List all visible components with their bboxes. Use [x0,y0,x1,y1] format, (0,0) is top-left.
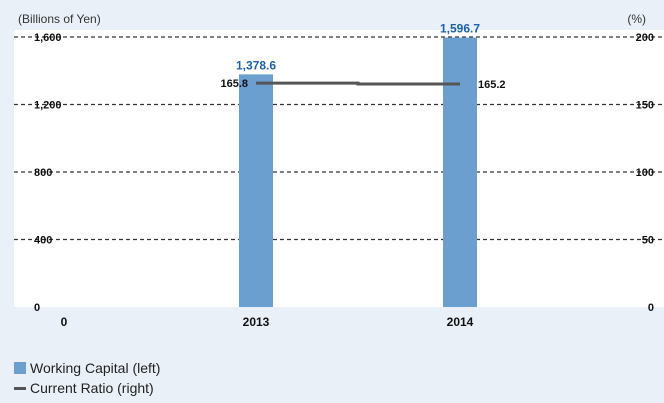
bar-working-capital [443,37,477,307]
legend-item-current-ratio: Current Ratio (right) [14,380,154,396]
left-axis-unit: (Billions of Yen) [18,12,101,26]
legend-line-swatch [14,386,26,390]
bar-labels: 1,378.6 1,596.7 [236,22,480,73]
right-tick-label: 0 [648,302,654,314]
line-value-label: 165.8 [220,78,248,90]
bar-value-label: 1,596.7 [440,22,480,36]
left-tick-label: 1,600 [34,32,62,44]
right-axis-unit: (%) [627,12,646,26]
current-ratio-line: 165.8 165.2 [220,78,505,91]
right-tick-label: 200 [636,32,654,44]
left-tick-label: 1,200 [34,100,62,112]
bar-working-capital [239,74,273,307]
gridlines [14,36,664,241]
right-tick-label: 50 [642,235,654,247]
bar-value-label: 1,378.6 [236,58,276,72]
x-tick-label: 2013 [243,315,270,329]
bars [239,37,477,307]
left-axis-ticks: 0 400 800 1,200 1,600 [34,32,62,314]
x-tick-label: 2014 [447,315,474,329]
left-tick-label: 800 [34,167,52,179]
line-current-ratio [256,81,460,86]
legend-item-working-capital: Working Capital (left) [14,360,160,376]
right-axis-ticks: 0 50 100 150 200 [636,32,654,314]
legend-bar-swatch [14,362,26,374]
x-axis-ticks: 0 2013 2014 [61,315,474,329]
left-tick-label: 400 [34,235,52,247]
plot-background [14,30,664,307]
line-value-label: 165.2 [478,79,506,91]
left-tick-label: 0 [34,302,40,314]
x-axis-origin-label: 0 [61,315,68,329]
legend-label-working-capital: Working Capital (left) [30,360,161,376]
legend-label-current-ratio: Current Ratio (right) [30,380,154,396]
right-tick-label: 100 [636,167,654,179]
right-tick-label: 150 [636,100,654,112]
